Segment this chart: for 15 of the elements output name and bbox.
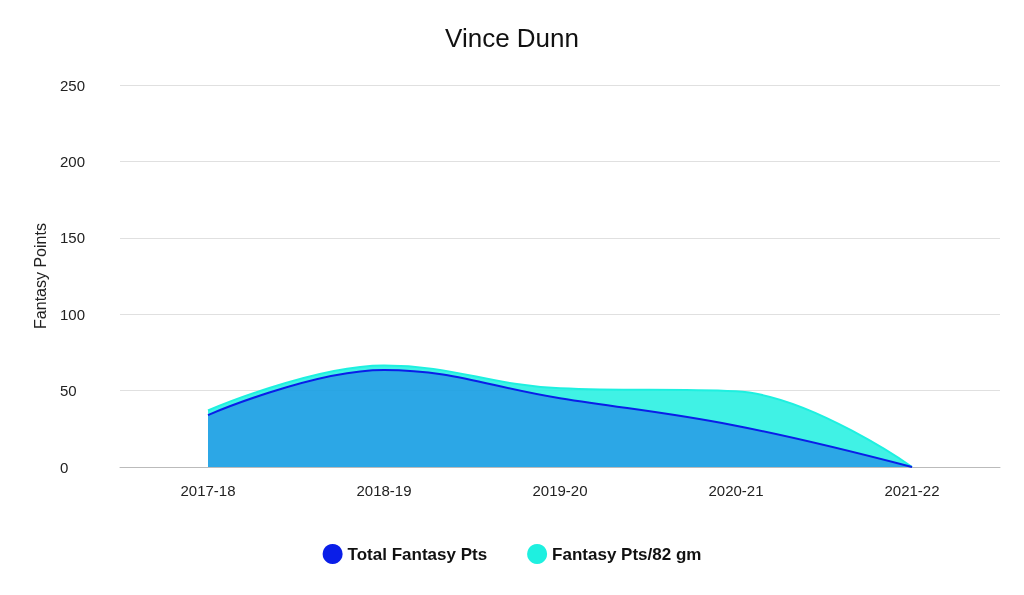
chart-title: Vince Dunn — [445, 23, 579, 53]
y-tick-label: 0 — [60, 458, 69, 476]
y-axis-title: Fantasy Points — [31, 223, 49, 329]
y-tick-label: 250 — [60, 76, 86, 94]
y-tick-label: 200 — [60, 152, 86, 170]
y-tick-label: 150 — [60, 229, 86, 247]
legend-label: Fantasy Pts/82 gm — [552, 544, 702, 564]
x-tick-label: 2021-22 — [884, 482, 940, 499]
x-tick-label: 2020-21 — [708, 482, 764, 499]
legend-label: Total Fantasy Pts — [347, 544, 488, 564]
y-tick-label: 100 — [60, 305, 86, 323]
y-tick-label: 50 — [60, 382, 77, 400]
x-tick-label: 2019-20 — [532, 482, 588, 499]
x-tick-label: 2017-18 — [180, 482, 236, 499]
x-tick-label: 2018-19 — [356, 482, 412, 499]
